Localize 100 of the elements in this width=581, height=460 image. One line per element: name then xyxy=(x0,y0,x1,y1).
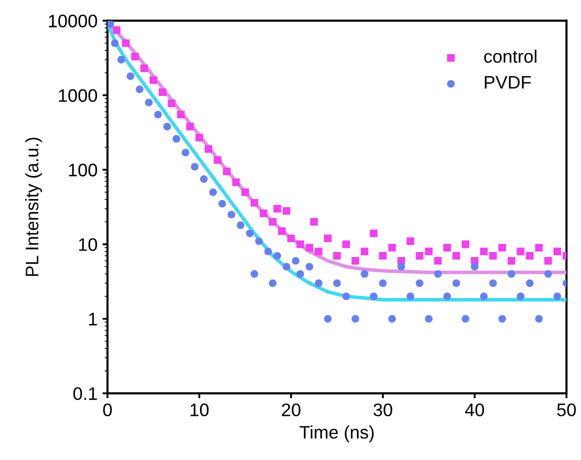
point xyxy=(360,248,368,256)
point xyxy=(255,237,263,245)
point xyxy=(195,134,204,142)
point xyxy=(462,240,470,248)
point xyxy=(163,122,171,130)
point xyxy=(274,204,282,213)
point xyxy=(172,135,180,143)
point xyxy=(508,270,516,278)
point xyxy=(292,256,300,265)
point xyxy=(246,230,254,238)
point xyxy=(553,292,562,300)
x-tick-label: 0 xyxy=(103,404,112,416)
point xyxy=(228,210,236,218)
point xyxy=(117,56,126,64)
point xyxy=(250,199,258,207)
point xyxy=(324,234,332,242)
point xyxy=(218,200,226,208)
point xyxy=(434,256,442,265)
point xyxy=(470,262,478,270)
point xyxy=(177,110,185,118)
point xyxy=(480,292,488,300)
point xyxy=(333,279,341,288)
point xyxy=(111,39,119,47)
x-tick-label: 40 xyxy=(465,404,484,416)
point xyxy=(268,279,277,288)
point xyxy=(333,252,341,260)
point xyxy=(158,88,166,96)
point xyxy=(553,248,562,256)
point xyxy=(489,279,497,288)
y-tick-label: 10 xyxy=(79,238,98,251)
point xyxy=(214,156,222,164)
point xyxy=(264,248,272,256)
y-tick-label: 1 xyxy=(89,312,97,326)
point xyxy=(352,256,360,265)
point xyxy=(314,279,322,288)
point xyxy=(154,110,162,118)
point xyxy=(370,292,378,300)
point xyxy=(140,64,148,72)
point xyxy=(452,279,460,288)
point xyxy=(416,252,424,260)
point xyxy=(112,26,120,34)
point xyxy=(282,207,290,215)
legend-label: control xyxy=(484,50,536,63)
point xyxy=(168,99,176,108)
point xyxy=(462,314,470,323)
y-axis-title: PL Intensity (a.u.) xyxy=(25,138,42,276)
point xyxy=(416,279,424,288)
y-tick-label: 1000 xyxy=(58,89,98,102)
point xyxy=(107,20,114,28)
point xyxy=(190,162,198,170)
point xyxy=(406,292,414,300)
point xyxy=(182,148,190,156)
point xyxy=(223,168,231,176)
point xyxy=(282,262,290,270)
point xyxy=(406,237,414,245)
y-tick-label: 100 xyxy=(69,164,98,176)
point xyxy=(236,221,244,230)
point xyxy=(232,178,240,186)
y-tick-label: 0.1 xyxy=(73,387,97,400)
point xyxy=(452,252,460,260)
point xyxy=(278,227,286,235)
point xyxy=(126,72,134,80)
point xyxy=(379,252,387,260)
point xyxy=(352,314,360,323)
point xyxy=(296,270,304,278)
x-tick-label: 20 xyxy=(282,404,300,416)
point xyxy=(342,240,350,248)
point xyxy=(186,122,194,130)
x-tick-label: 10 xyxy=(190,404,209,416)
point xyxy=(388,244,396,252)
point xyxy=(526,279,534,288)
point xyxy=(296,240,304,248)
point xyxy=(150,76,158,84)
point xyxy=(360,270,368,278)
point xyxy=(526,252,534,260)
point xyxy=(250,270,258,278)
point xyxy=(370,230,378,238)
point xyxy=(434,270,442,278)
point xyxy=(480,248,488,256)
point xyxy=(498,314,506,323)
point xyxy=(204,145,212,153)
point xyxy=(535,314,543,323)
point xyxy=(508,256,516,265)
point xyxy=(324,314,332,323)
x-axis-title: Time (ns) xyxy=(300,425,374,442)
legend-label: PVDF xyxy=(484,76,531,89)
point xyxy=(397,262,406,270)
point xyxy=(310,218,318,226)
point xyxy=(306,262,314,270)
x-tick-label: 50 xyxy=(557,404,576,416)
point xyxy=(306,244,314,252)
point xyxy=(274,252,282,260)
point xyxy=(544,256,552,265)
point xyxy=(122,39,130,47)
point xyxy=(136,86,144,94)
point xyxy=(314,248,322,256)
point xyxy=(516,248,524,256)
point xyxy=(388,314,396,323)
point xyxy=(131,52,139,60)
point xyxy=(260,210,268,218)
